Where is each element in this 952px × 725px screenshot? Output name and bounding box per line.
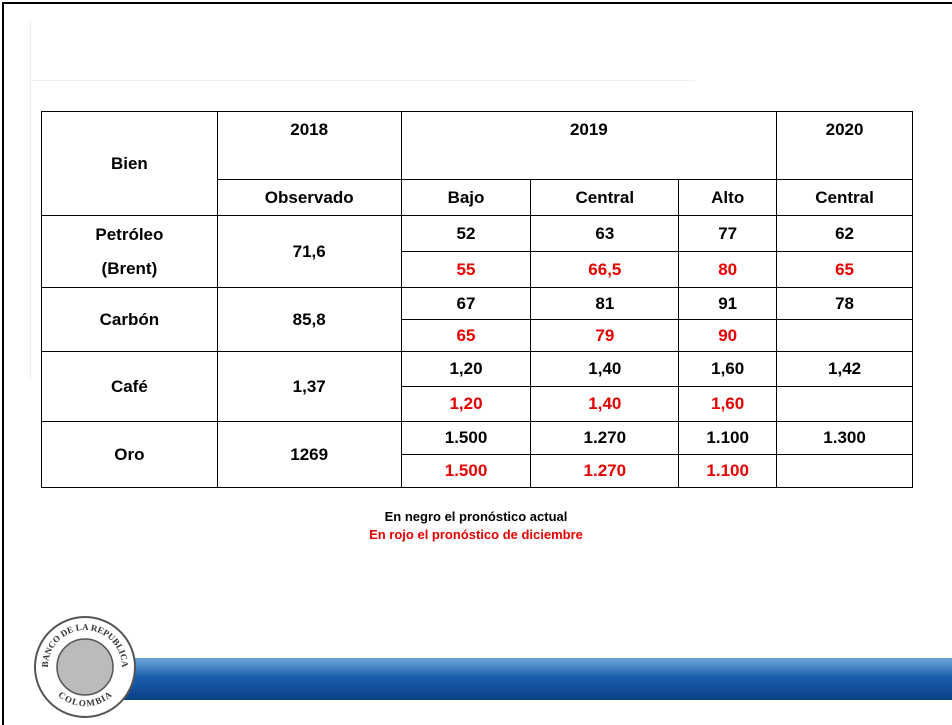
row-label-line: Carbón xyxy=(99,309,160,329)
table-row: 1.500 1.270 1.100 xyxy=(42,454,913,488)
december-forecast: 1,40 xyxy=(530,386,680,422)
current-forecast: 52 xyxy=(400,215,532,252)
forecast-table: Bien 2018 2019 2020 Observado Bajo Centr… xyxy=(41,111,913,488)
row-label-line: Café xyxy=(110,376,148,396)
table-row: Café 1,37 1,20 1,40 1,60 1,42 xyxy=(41,351,913,422)
header-cell: Bajo xyxy=(400,179,532,216)
current-forecast: 77 xyxy=(678,215,778,252)
header-cell: Bien xyxy=(41,111,218,216)
row-label: Oro xyxy=(41,421,218,488)
header-cell: 2020 xyxy=(776,111,913,180)
december-forecast: 80 xyxy=(678,251,778,288)
observed-cell: 1269 xyxy=(216,421,402,488)
empty-cell xyxy=(776,454,913,488)
observed-cell: 85,8 xyxy=(216,287,402,352)
current-forecast: 1,20 xyxy=(400,351,532,387)
table-row: 55 66,5 80 65 xyxy=(42,251,913,288)
table-row: 65 79 90 xyxy=(42,319,913,352)
header-cell: Central xyxy=(776,179,913,216)
row-label: Café xyxy=(41,351,218,422)
current-forecast: 67 xyxy=(400,287,532,320)
observed-cell: 1,37 xyxy=(216,351,402,422)
december-forecast: 1,60 xyxy=(678,386,778,422)
current-forecast: 1.300 xyxy=(776,421,913,455)
december-forecast: 79 xyxy=(530,319,680,352)
current-forecast: 63 xyxy=(530,215,680,252)
logo: BANCO DE LA REPUBLICA COLOMBIA xyxy=(34,616,136,718)
december-forecast: 1,20 xyxy=(400,386,532,422)
december-forecast: 90 xyxy=(678,319,778,352)
empty-cell xyxy=(776,319,913,352)
current-forecast: 1,40 xyxy=(530,351,680,387)
december-forecast: 65 xyxy=(400,319,532,352)
current-forecast: 1,60 xyxy=(678,351,778,387)
current-forecast: 1,42 xyxy=(776,351,913,387)
header-cell: 2018 xyxy=(216,111,402,180)
header-cell: Alto xyxy=(678,179,778,216)
table-row: Carbón 85,8 67 81 91 78 xyxy=(41,287,913,352)
table-row: Petróleo (Brent) 71,6 52 63 77 62 xyxy=(41,215,913,288)
december-forecast: 65 xyxy=(776,251,913,288)
table-row: 1,20 1,40 1,60 xyxy=(42,386,913,422)
note: En negro el pronóstico actual xyxy=(384,509,568,524)
row-label-line: Oro xyxy=(114,444,145,464)
current-forecast: 1.100 xyxy=(678,421,778,455)
row-label: Carbón xyxy=(41,287,218,352)
december-forecast: 1.270 xyxy=(530,454,680,488)
december-forecast: 55 xyxy=(400,251,532,288)
decoration xyxy=(30,20,31,380)
seal-portrait xyxy=(56,638,114,696)
row-label-line: Petróleo xyxy=(95,224,164,244)
table-row: Oro 1269 1.500 1.270 1.100 1.300 xyxy=(41,421,913,488)
note: En rojo el pronóstico de diciembre xyxy=(369,527,583,542)
footer-band xyxy=(110,658,952,700)
december-forecast: 66,5 xyxy=(530,251,680,288)
header-cell: Central xyxy=(530,179,680,216)
current-forecast: 81 xyxy=(530,287,680,320)
current-forecast: 91 xyxy=(678,287,778,320)
row-label: Petróleo (Brent) xyxy=(41,215,218,288)
current-forecast: 1.270 xyxy=(530,421,680,455)
current-forecast: 1.500 xyxy=(400,421,532,455)
header-cell: 2019 xyxy=(400,111,778,180)
row-label-line: (Brent) xyxy=(101,258,158,278)
current-forecast: 62 xyxy=(776,215,913,252)
current-forecast: 78 xyxy=(776,287,913,320)
empty-cell xyxy=(776,386,913,422)
observed-cell: 71,6 xyxy=(216,215,402,288)
december-forecast: 1.100 xyxy=(678,454,778,488)
decoration xyxy=(30,80,695,81)
header-cell: Observado xyxy=(216,179,402,216)
december-forecast: 1.500 xyxy=(400,454,532,488)
